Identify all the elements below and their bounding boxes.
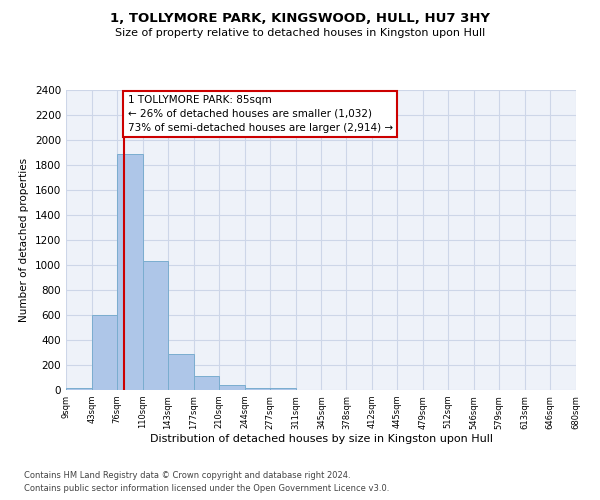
Bar [269,388,296,390]
Bar [219,385,245,390]
Bar [168,354,194,390]
Bar [245,388,269,390]
Bar [92,315,117,390]
Text: 1 TOLLYMORE PARK: 85sqm
← 26% of detached houses are smaller (1,032)
73% of semi: 1 TOLLYMORE PARK: 85sqm ← 26% of detache… [128,95,392,133]
Text: 1, TOLLYMORE PARK, KINGSWOOD, HULL, HU7 3HY: 1, TOLLYMORE PARK, KINGSWOOD, HULL, HU7 … [110,12,490,26]
Text: Contains public sector information licensed under the Open Government Licence v3: Contains public sector information licen… [24,484,389,493]
X-axis label: Distribution of detached houses by size in Kingston upon Hull: Distribution of detached houses by size … [149,434,493,444]
Text: Size of property relative to detached houses in Kingston upon Hull: Size of property relative to detached ho… [115,28,485,38]
Bar [143,261,168,390]
Bar [66,388,92,390]
Bar [194,376,219,390]
Text: Contains HM Land Registry data © Crown copyright and database right 2024.: Contains HM Land Registry data © Crown c… [24,470,350,480]
Y-axis label: Number of detached properties: Number of detached properties [19,158,29,322]
Bar [117,154,143,390]
